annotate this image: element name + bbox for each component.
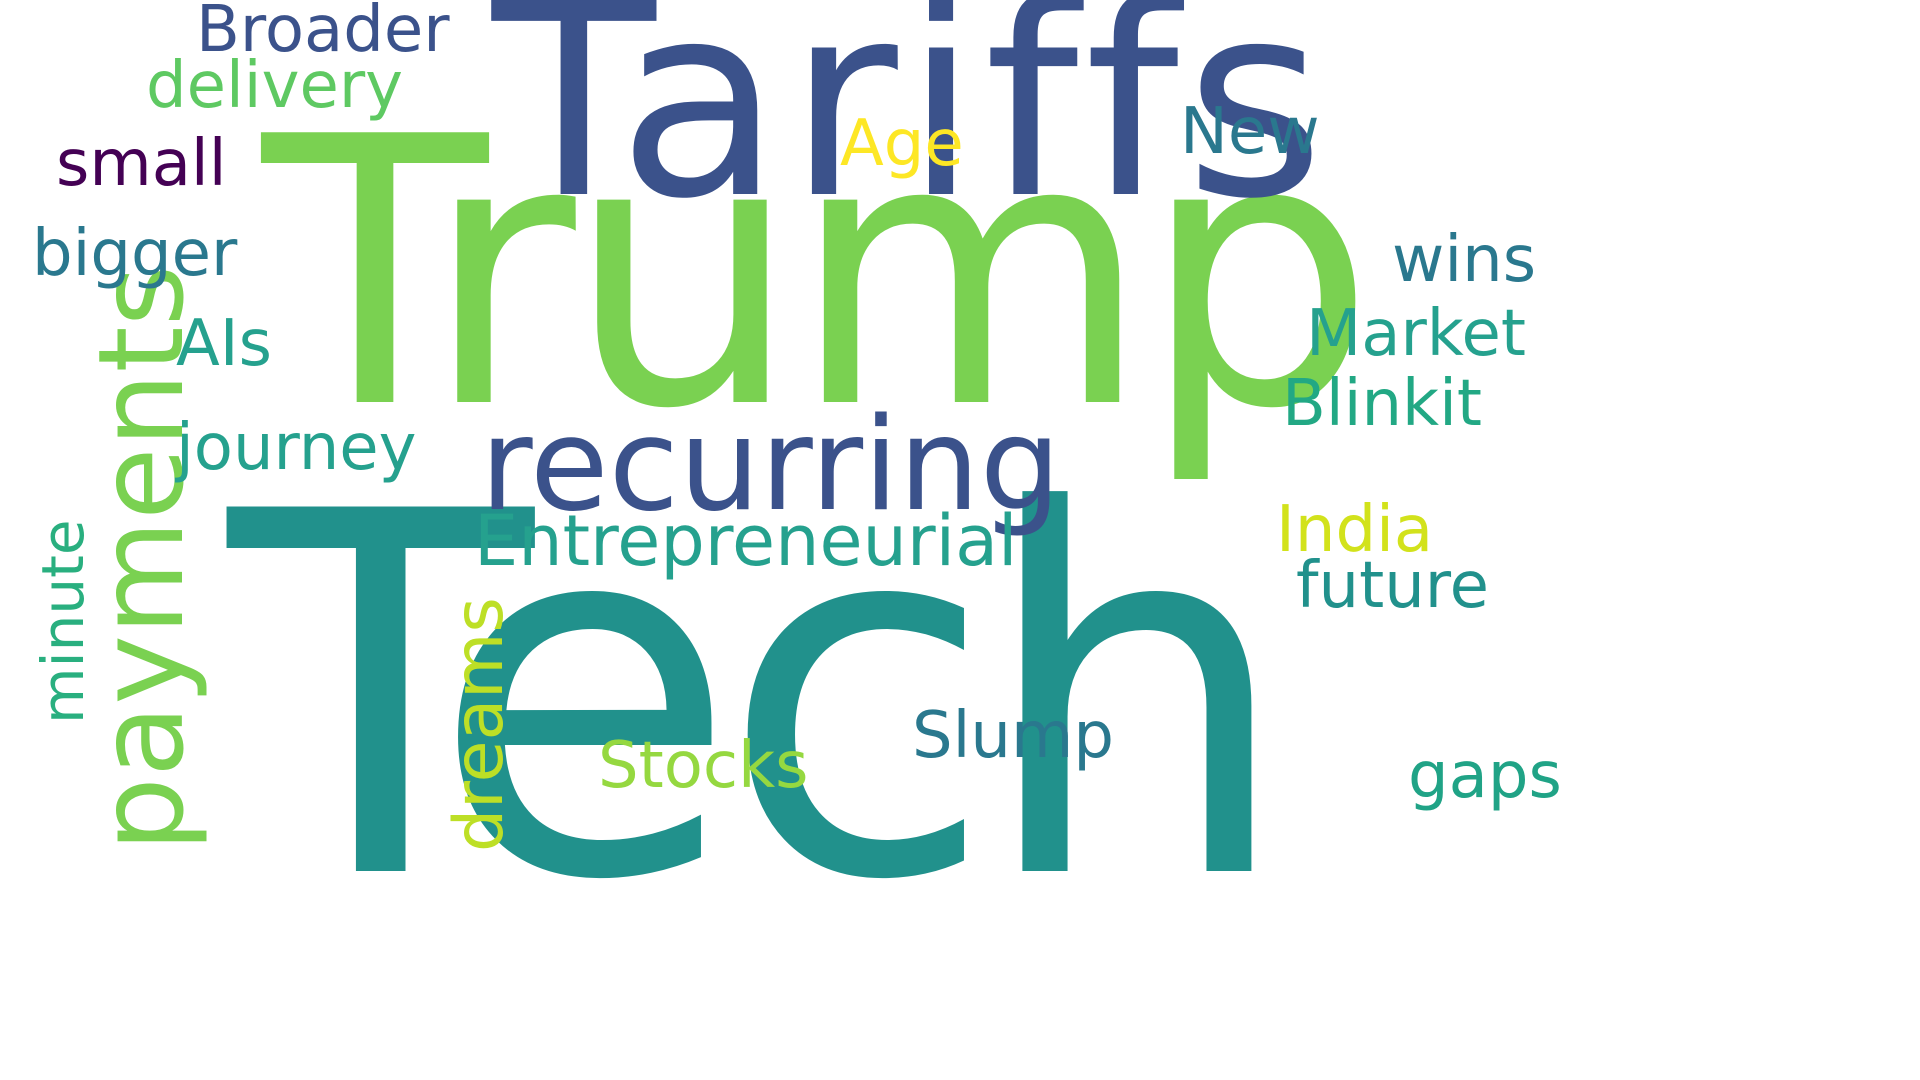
word-cloud: Tech Trump Tariffs recurring payments En… xyxy=(29,0,1562,882)
word-entrepreneurial: Entrepreneurial xyxy=(474,500,1018,582)
word-trump: Trump xyxy=(262,60,1376,490)
word-india: India xyxy=(1276,493,1434,567)
word-recurring: recurring xyxy=(480,391,1061,540)
word-dreams: dreams xyxy=(440,597,519,852)
word-market: Market xyxy=(1306,297,1526,371)
word-age: Age xyxy=(840,107,964,181)
word-delivery: delivery xyxy=(146,49,403,123)
word-minute: minute xyxy=(29,519,97,724)
word-future: future xyxy=(1296,549,1490,623)
word-blinkit: Blinkit xyxy=(1282,367,1482,441)
word-slump: Slump xyxy=(912,699,1114,773)
word-bigger: bigger xyxy=(32,217,238,291)
word-tech: Tech xyxy=(228,407,1294,882)
word-stocks: Stocks xyxy=(598,729,809,803)
word-journey: journey xyxy=(176,411,417,485)
word-small: small xyxy=(56,127,227,201)
word-tariffs: Tariffs xyxy=(492,0,1331,258)
word-gaps: gaps xyxy=(1408,739,1562,813)
word-broader: Broader xyxy=(196,0,450,67)
word-new: New xyxy=(1180,95,1320,169)
word-wins: wins xyxy=(1392,223,1537,297)
word-ais: AIs xyxy=(176,307,272,381)
